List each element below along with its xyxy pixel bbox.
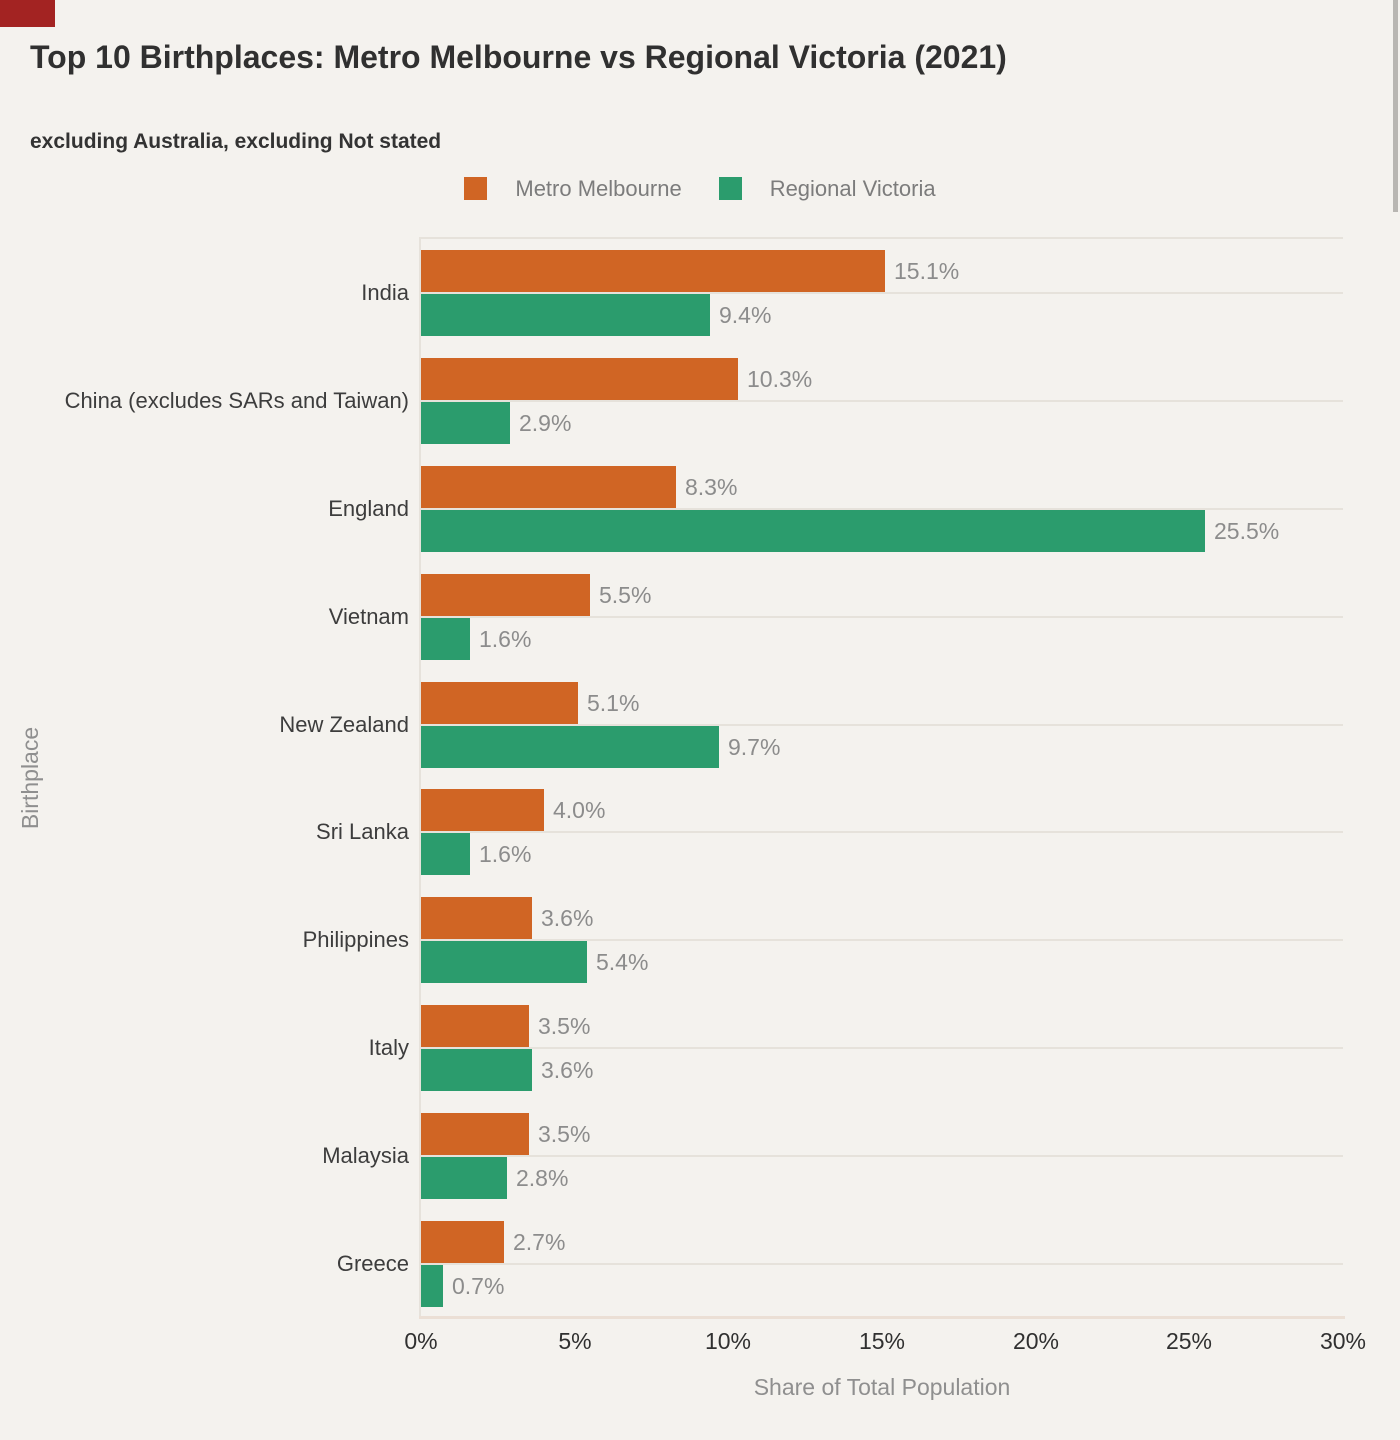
bar-value-label: 3.5%	[538, 1013, 591, 1039]
bar-value-label: 2.7%	[513, 1229, 566, 1255]
gridline	[421, 1263, 1343, 1265]
bar-regional-victoria	[421, 618, 470, 660]
legend-swatch-icon	[464, 177, 488, 200]
gridline	[421, 292, 1343, 294]
x-tick-label: 15%	[858, 1328, 906, 1354]
bar-metro-melbourne	[421, 466, 676, 508]
bar-metro-melbourne	[421, 897, 532, 939]
bar-value-label: 10.3%	[747, 366, 813, 392]
category-label: Italy	[368, 1035, 409, 1060]
category-label: Philippines	[302, 927, 409, 952]
bar-regional-victoria	[421, 726, 719, 768]
bar-value-label: 9.4%	[719, 302, 772, 328]
x-tick-label: 30%	[1319, 1328, 1367, 1354]
bar-value-label: 5.5%	[599, 582, 652, 608]
bar-value-label: 3.6%	[541, 905, 594, 931]
bar-metro-melbourne	[421, 574, 590, 616]
bar-value-label: 5.1%	[587, 690, 640, 716]
bar-value-label: 1.6%	[479, 626, 532, 652]
bar-regional-victoria	[421, 833, 470, 875]
bar-value-label: 15.1%	[894, 258, 960, 284]
bar-value-label: 2.8%	[516, 1165, 569, 1191]
gridline	[421, 616, 1343, 618]
x-tick-label: 10%	[704, 1328, 752, 1354]
gridline	[421, 939, 1343, 941]
category-label: England	[328, 496, 409, 521]
bar-value-label: 9.7%	[728, 734, 781, 760]
scrollbar[interactable]	[1393, 0, 1398, 212]
x-tick-label: 0%	[404, 1328, 438, 1354]
category-label: China (excludes SARs and Taiwan)	[64, 388, 409, 413]
bar-value-label: 25.5%	[1214, 518, 1280, 544]
gridline	[421, 1155, 1343, 1157]
bar-metro-melbourne	[421, 1221, 504, 1263]
legend-label: Metro Melbourne	[515, 176, 682, 201]
bar-metro-melbourne	[421, 250, 885, 292]
bar-value-label: 5.4%	[596, 949, 649, 975]
bar-metro-melbourne	[421, 682, 578, 724]
legend-swatch-icon	[718, 177, 742, 200]
bar-regional-victoria	[421, 1049, 532, 1091]
bar-regional-victoria	[421, 294, 710, 336]
gridline	[421, 831, 1343, 833]
bar-metro-melbourne	[421, 1113, 529, 1155]
bar-regional-victoria	[421, 402, 510, 444]
legend-item-1: Regional Victoria	[718, 176, 936, 201]
x-tick-label: 20%	[1012, 1328, 1060, 1354]
legend-label: Regional Victoria	[769, 176, 936, 201]
bar-value-label: 3.5%	[538, 1121, 591, 1147]
plot-border-top	[419, 237, 1343, 239]
x-tick-label: 25%	[1165, 1328, 1213, 1354]
y-axis-title: Birthplace	[17, 726, 43, 830]
bar-metro-melbourne	[421, 1005, 529, 1047]
bar-regional-victoria	[421, 510, 1205, 552]
x-axis-title: Share of Total Population	[753, 1374, 1011, 1400]
category-label: Sri Lanka	[316, 819, 409, 844]
category-label: India	[361, 280, 409, 305]
legend: Metro Melbourne Regional Victoria	[0, 177, 1400, 200]
category-label: Greece	[336, 1251, 409, 1276]
bar-regional-victoria	[421, 941, 587, 983]
bar-regional-victoria	[421, 1157, 507, 1199]
x-axis-line	[419, 1316, 1345, 1319]
bar-value-label: 0.7%	[452, 1273, 505, 1299]
bar-value-label: 8.3%	[685, 474, 738, 500]
x-tick-label: 5%	[558, 1328, 592, 1354]
bar-value-label: 2.9%	[519, 410, 572, 436]
bar-metro-melbourne	[421, 358, 738, 400]
gridline	[421, 400, 1343, 402]
category-label: Vietnam	[328, 604, 409, 629]
corner-red-marker	[0, 0, 55, 27]
gridline	[421, 724, 1343, 726]
bar-value-label: 3.6%	[541, 1057, 594, 1083]
bar-regional-victoria	[421, 1265, 443, 1307]
bar-value-label: 1.6%	[479, 841, 532, 867]
chart-subtitle: excluding Australia, excluding Not state…	[30, 130, 442, 153]
gridline	[421, 508, 1343, 510]
category-label: New Zealand	[279, 712, 409, 737]
gridline	[421, 1047, 1343, 1049]
legend-item-0: Metro Melbourne	[464, 176, 682, 201]
bar-metro-melbourne	[421, 789, 544, 831]
chart-title: Top 10 Birthplaces: Metro Melbourne vs R…	[30, 39, 1007, 75]
y-axis-line	[419, 237, 421, 1318]
category-label: Malaysia	[322, 1143, 409, 1168]
bar-value-label: 4.0%	[553, 797, 606, 823]
